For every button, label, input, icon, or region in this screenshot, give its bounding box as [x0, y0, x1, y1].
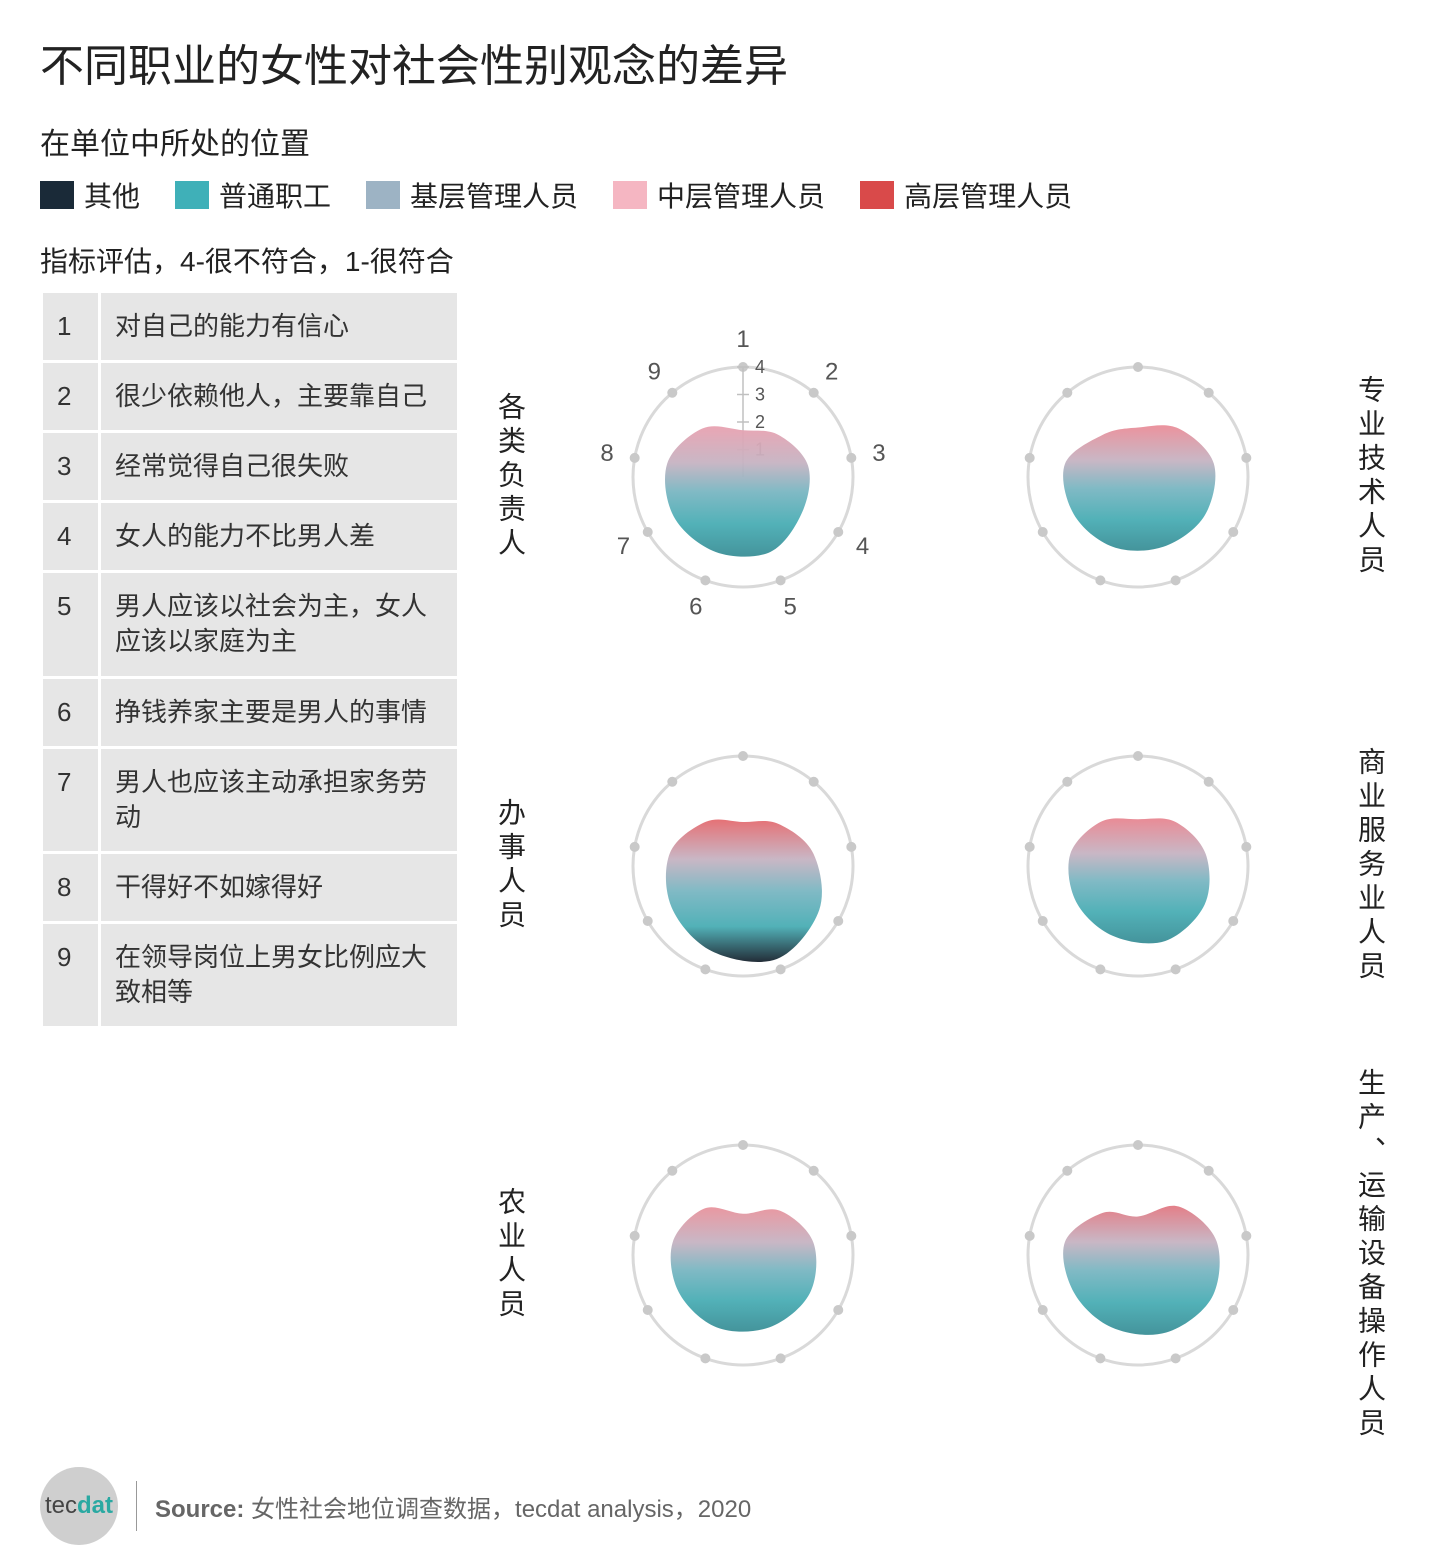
legend-item: 其他 — [40, 175, 140, 215]
indicator-table: 1对自己的能力有信心2很少依赖他人，主要靠自己3经常觉得自己很失败4女人的能力不… — [40, 290, 460, 1029]
indicator-text: 女人的能力不比男人差 — [100, 502, 459, 572]
legend-swatch — [366, 181, 400, 209]
logo-text-right: dat — [77, 1492, 113, 1520]
axis-label: 3 — [872, 440, 885, 467]
page-title: 不同职业的女性对社会性别观念的差异 — [40, 30, 1400, 94]
axis-label: 5 — [783, 594, 796, 621]
legend-item: 基层管理人员 — [366, 175, 578, 215]
table-row: 6挣钱养家主要是男人的事情 — [42, 677, 459, 747]
tecdat-logo: tecdat — [40, 1467, 118, 1545]
radar-blob — [670, 1207, 816, 1331]
ring-label: 3 — [755, 385, 765, 405]
radar-chart — [578, 701, 908, 1031]
indicator-number: 7 — [42, 747, 100, 852]
legend-title: 在单位中所处的位置 — [40, 119, 1400, 163]
axis-label: 8 — [600, 440, 613, 467]
radar-cell: 1234567891234 — [550, 312, 935, 642]
legend-label: 基层管理人员 — [410, 175, 578, 215]
legend-item: 高层管理人员 — [860, 175, 1072, 215]
indicator-text: 对自己的能力有信心 — [100, 292, 459, 362]
radar-cell — [550, 701, 935, 1031]
panel-label-right: 生产、运输设备操作人员 — [1350, 1068, 1390, 1442]
indicator-number: 1 — [42, 292, 100, 362]
indicator-text: 在领导岗位上男女比例应大致相等 — [100, 922, 459, 1027]
indicator-text: 男人应该以社会为主，女人应该以家庭为主 — [100, 572, 459, 677]
radar-cell — [945, 1090, 1330, 1420]
indicator-number: 6 — [42, 677, 100, 747]
legend-label: 其他 — [84, 175, 140, 215]
indicator-number: 5 — [42, 572, 100, 677]
axis-label: 4 — [855, 533, 868, 560]
indicator-text: 很少依赖他人，主要靠自己 — [100, 362, 459, 432]
legend-label: 普通职工 — [219, 175, 331, 215]
ring-label: 2 — [755, 412, 765, 432]
table-row: 9在领导岗位上男女比例应大致相等 — [42, 922, 459, 1027]
axis-label: 2 — [825, 358, 838, 385]
indicator-text: 干得好不如嫁得好 — [100, 852, 459, 922]
legend-label: 高层管理人员 — [904, 175, 1072, 215]
source-text: Source: 女性社会地位调查数据，tecdat analysis，2020 — [155, 1489, 751, 1524]
radar-chart — [578, 1090, 908, 1420]
radar-chart — [973, 701, 1303, 1031]
indicator-number: 4 — [42, 502, 100, 572]
panel-label-left: 办事人员 — [490, 798, 530, 934]
legend-label: 中层管理人员 — [657, 175, 825, 215]
radar-cell — [945, 312, 1330, 642]
table-row: 7男人也应该主动承担家务劳动 — [42, 747, 459, 852]
legend-swatch — [40, 181, 74, 209]
legend-swatch — [613, 181, 647, 209]
indicator-number: 2 — [42, 362, 100, 432]
ring-label: 4 — [755, 357, 765, 377]
radar-grid: 各类负责人1234567891234专业技术人员办事人员商业服务业人员农业人员生… — [480, 290, 1400, 1442]
scale-note: 指标评估，4-很不符合，1-很符合 — [40, 240, 1400, 280]
footer-separator — [136, 1481, 137, 1531]
indicator-number: 9 — [42, 922, 100, 1027]
radar-blob — [665, 819, 821, 962]
legend-item: 普通职工 — [175, 175, 331, 215]
legend: 其他 普通职工 基层管理人员 中层管理人员 高层管理人员 — [40, 175, 1400, 215]
radar-cell — [550, 1090, 935, 1420]
legend-swatch — [175, 181, 209, 209]
logo-text-left: tec — [45, 1492, 77, 1520]
table-row: 3经常觉得自己很失败 — [42, 432, 459, 502]
table-row: 4女人的能力不比男人差 — [42, 502, 459, 572]
panel-label-right: 专业技术人员 — [1350, 375, 1390, 579]
radar-blob — [1063, 425, 1215, 550]
radar-cell — [945, 701, 1330, 1031]
legend-item: 中层管理人员 — [613, 175, 825, 215]
axis-label: 1 — [736, 326, 749, 353]
indicator-text: 经常觉得自己很失败 — [100, 432, 459, 502]
panel-label-left: 各类负责人 — [490, 392, 530, 562]
panel-label-left: 农业人员 — [490, 1187, 530, 1323]
axis-label: 7 — [616, 533, 629, 560]
table-row: 1对自己的能力有信心 — [42, 292, 459, 362]
axis-label: 6 — [689, 594, 702, 621]
indicator-number: 8 — [42, 852, 100, 922]
radar-chart — [973, 312, 1303, 642]
radar-chart — [973, 1090, 1303, 1420]
indicator-number: 3 — [42, 432, 100, 502]
radar-blob — [1068, 818, 1209, 943]
table-row: 5男人应该以社会为主，女人应该以家庭为主 — [42, 572, 459, 677]
table-row: 8干得好不如嫁得好 — [42, 852, 459, 922]
axis-label: 9 — [647, 358, 660, 385]
indicator-text: 男人也应该主动承担家务劳动 — [100, 747, 459, 852]
radar-chart: 1234567891234 — [578, 312, 908, 642]
legend-swatch — [860, 181, 894, 209]
radar-blob — [1063, 1206, 1220, 1335]
indicator-text: 挣钱养家主要是男人的事情 — [100, 677, 459, 747]
panel-label-right: 商业服务业人员 — [1350, 747, 1390, 985]
footer: tecdat Source: 女性社会地位调查数据，tecdat analysi… — [40, 1467, 1400, 1545]
table-row: 2很少依赖他人，主要靠自己 — [42, 362, 459, 432]
radar-blob — [665, 426, 810, 556]
